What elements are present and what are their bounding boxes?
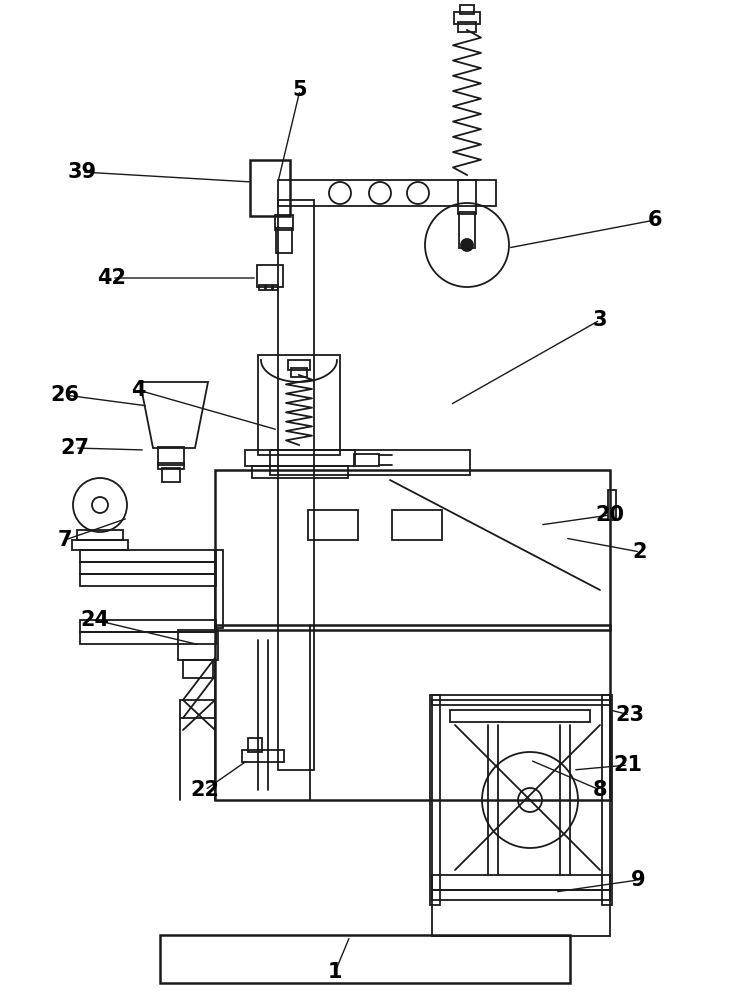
Text: 23: 23 [615,705,644,725]
Text: 27: 27 [61,438,90,458]
Text: 20: 20 [596,505,625,525]
Text: 7: 7 [58,530,72,550]
Text: 1: 1 [328,962,342,982]
Text: 24: 24 [80,610,109,630]
Text: 5: 5 [292,80,308,100]
Circle shape [461,239,473,251]
Text: 8: 8 [593,780,607,800]
Text: 26: 26 [50,385,79,405]
Text: 3: 3 [593,310,607,330]
Text: 22: 22 [190,780,219,800]
Text: 2: 2 [633,542,647,562]
Text: 39: 39 [68,162,96,182]
Text: 21: 21 [614,755,642,775]
Text: 9: 9 [631,870,645,890]
Text: 4: 4 [130,380,145,400]
Text: 42: 42 [98,268,127,288]
Text: 6: 6 [648,210,662,230]
